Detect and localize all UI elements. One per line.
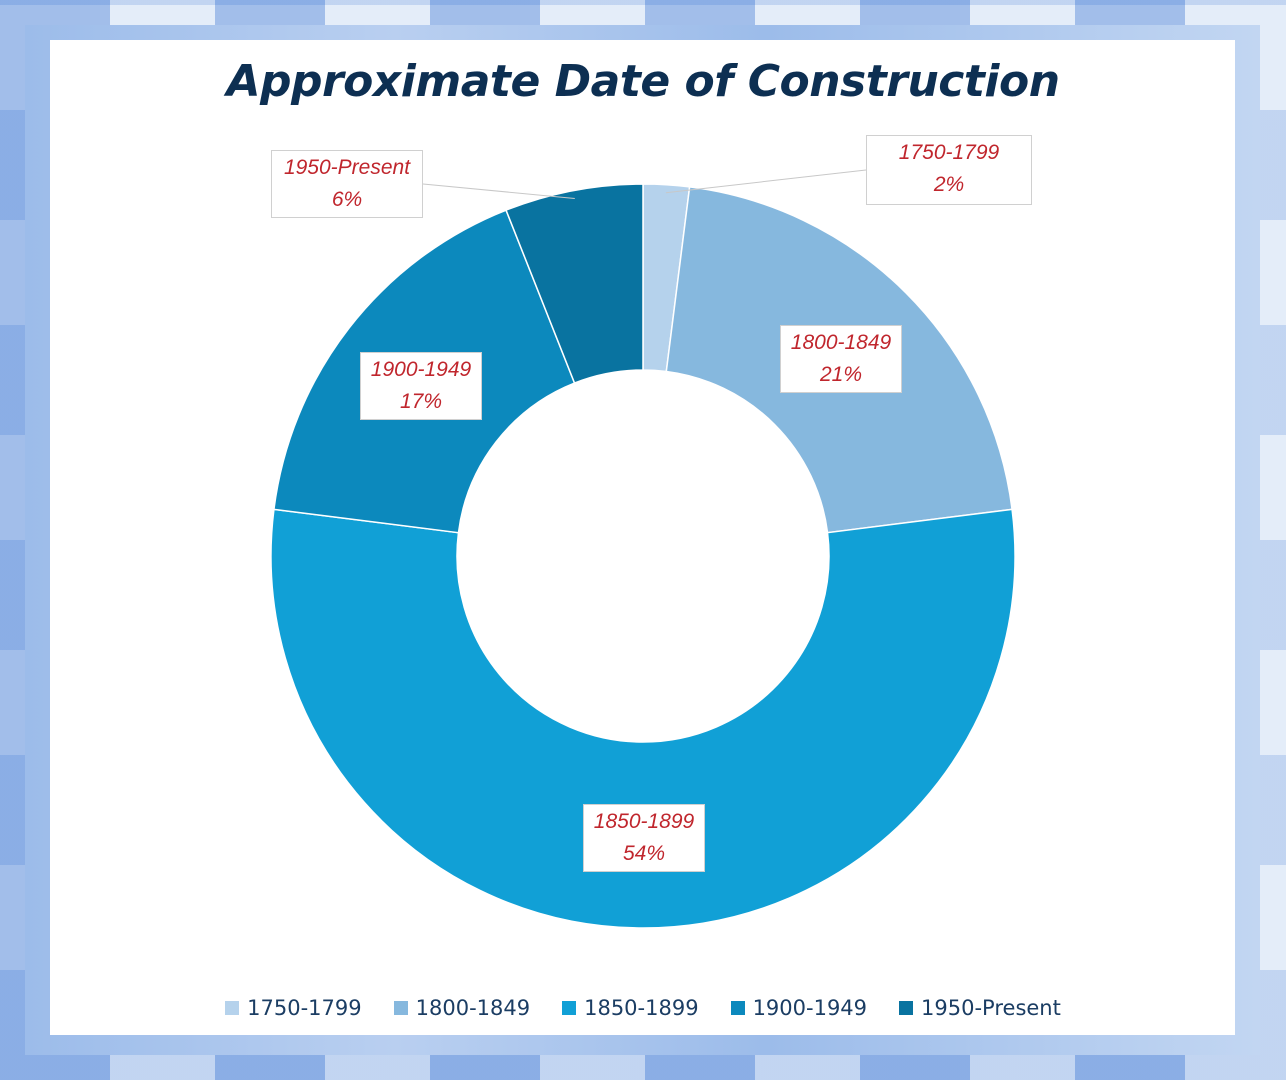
legend-swatch [562, 1001, 577, 1015]
data-label-1800-1849: 1800-1849 21% [780, 325, 902, 393]
legend-swatch [393, 1001, 408, 1015]
legend-swatch [899, 1001, 914, 1015]
data-label-value: 2% [933, 173, 965, 196]
data-label-category: 1800-1849 [790, 331, 892, 354]
data-label-1850-1899: 1850-1899 54% [583, 804, 705, 872]
chart-title: Approximate Date of Construction [226, 56, 1060, 107]
legend-label: 1750-1799 [247, 996, 362, 1020]
data-label-category: 1900-1949 [370, 358, 472, 381]
data-label-value: 21% [819, 363, 863, 386]
legend-label: 1950-Present [921, 996, 1061, 1020]
legend-label: 1800-1849 [415, 996, 531, 1020]
legend-item-1900-1949: 1900-1949 [730, 996, 868, 1020]
data-label-1950-present: 1950-Present 6% [271, 150, 423, 218]
legend-label: 1900-1949 [752, 996, 868, 1020]
legend-swatch [225, 1001, 240, 1015]
data-label-category: 1950-Present [283, 156, 411, 179]
leader-line-1750-1799 [665, 169, 867, 194]
slice-1950-present [505, 183, 644, 385]
data-label-value: 6% [331, 188, 363, 211]
legend-item-1750-1799: 1750-1799 [225, 996, 362, 1020]
leader-lines [422, 169, 867, 199]
donut-slices [270, 183, 1016, 929]
legend-item-1850-1899: 1850-1899 [562, 996, 699, 1020]
data-label-value: 17% [399, 390, 443, 413]
legend-label: 1850-1899 [584, 996, 699, 1020]
legend-swatch [730, 1001, 745, 1015]
leader-line-1950-present [422, 183, 575, 199]
data-label-1750-1799: 1750-1799 2% [866, 135, 1032, 205]
legend: 1750-1799 1800-1849 1850-1899 1900-1949 1950… [0, 996, 1286, 1020]
data-label-category: 1850-1899 [593, 810, 695, 833]
legend-item-1950-present: 1950-Present [899, 996, 1061, 1020]
slice-1850-1899 [270, 508, 1016, 929]
data-label-value: 54% [622, 842, 666, 865]
data-label-category: 1750-1799 [898, 141, 1000, 164]
legend-item-1800-1849: 1800-1849 [393, 996, 531, 1020]
data-label-1900-1949: 1900-1949 17% [360, 352, 482, 420]
